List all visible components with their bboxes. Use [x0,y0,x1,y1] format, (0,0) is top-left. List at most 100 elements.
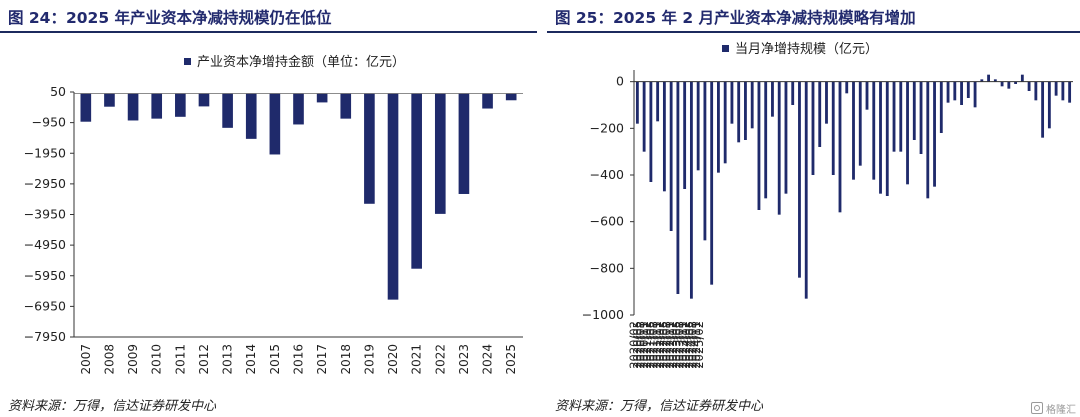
bar [434,93,446,214]
x-tick-label: 2025 [504,344,518,375]
x-tick-label: 2022/08 [660,321,674,369]
x-tick-label: 2018 [339,344,353,375]
bar [872,81,876,180]
y-tick-label: −400 [590,167,624,182]
x-tick-label: 2022 [433,344,447,375]
y-tick-label: −600 [590,214,624,229]
watermark-logo-icon [1031,402,1043,414]
bar [642,81,646,152]
x-tick-label: 2023/08 [673,321,687,369]
bar [777,81,781,215]
bar [993,79,997,82]
x-tick-label: 2020/05 [630,321,644,369]
bar [757,81,761,211]
y-tick-label: −800 [590,260,624,275]
left-bar-chart: 产业资本净增持金额（单位：亿元） 50 −950 −1950 −2950 −3950 −49… [24,54,523,375]
bar [104,93,115,107]
right-bar-chart: 当月净增持规模（亿元） 0 −200 −400 −600 −800 −10002020/02… [582,42,1073,369]
bar [939,81,943,133]
bar [838,81,842,213]
x-tick-label: 2024/11 [689,321,703,369]
bar [1020,74,1024,82]
bar [899,81,903,152]
bar [1034,81,1038,101]
x-tick-label: 2022/05 [656,321,670,369]
left-chart-title: 图 24：2025 年产业资本净减持规模仍在低位 [8,9,332,27]
bar [222,93,233,128]
bar [784,81,788,194]
bar [906,81,909,185]
bar [676,81,680,295]
bar [885,81,889,196]
x-tick-label: 2017 [315,344,329,375]
bar [804,81,808,299]
x-tick-label: 2013 [221,344,235,375]
bar [960,81,963,105]
bar [852,81,855,180]
bar [482,93,493,109]
x-tick-label: 2021/02 [640,321,654,369]
x-tick-label: 2012 [197,344,211,375]
bar [926,81,930,199]
bar [293,93,304,125]
x-tick-label: 2021/05 [643,321,657,369]
title-divider [0,31,537,33]
bar [858,81,862,166]
bar [505,93,517,101]
x-tick-label: 2009 [126,344,140,375]
y-tick-label: −6950 [24,298,66,313]
title-divider [547,31,1080,33]
watermark: 格隆汇 [1031,401,1076,416]
x-tick-label: 2023/02 [666,321,680,369]
x-tick-label: 2023/05 [669,321,683,369]
bar [245,93,257,139]
bar [269,93,281,155]
bar [980,79,984,82]
bar [127,93,139,121]
x-tick-label: 2020/08 [634,321,648,369]
legend-label: 产业资本净增持金额（单位：亿元） [197,54,405,70]
bar [811,81,815,175]
watermark-text: 格隆汇 [1046,404,1076,416]
bar [771,81,774,117]
bar [825,81,828,124]
legend-swatch [184,58,191,65]
bar [387,93,399,300]
bar [411,93,422,269]
x-tick-label: 2020 [386,344,400,375]
y-tick-label: −5950 [24,268,66,283]
y-tick-label: −4950 [24,237,66,252]
bar [987,74,990,82]
bar [717,81,720,173]
x-tick-label: 2025/02 [692,321,706,369]
legend-swatch [722,45,729,52]
bar [1061,81,1065,101]
y-tick-label: −3950 [24,207,66,222]
y-tick-label: −200 [590,120,624,135]
x-tick-label: 2008 [102,344,116,375]
right-chart-panel: 图 25：2025 年 2 月产业资本净减持规模略有增加 当月净增持规模（亿元）… [547,0,1080,417]
bar [953,81,957,101]
x-tick-label: 2020/11 [637,321,651,369]
right-chart-source: 资料来源：万得，信达证券研发中心 [555,399,764,414]
bar [710,81,714,285]
x-tick-label: 2023 [457,344,471,375]
y-tick-label: −7950 [24,329,66,344]
bar [669,81,673,232]
bar [946,81,950,103]
x-tick-label: 2024 [481,344,495,375]
bar [933,81,936,187]
left-chart-panel: 图 24：2025 年产业资本净减持规模仍在低位 产业资本净增持金额（单位：亿元… [0,0,537,417]
bar [723,81,727,164]
bar [1027,81,1031,91]
bar [662,81,666,192]
y-tick-label: −1950 [24,145,66,160]
x-tick-label: 2021/11 [650,321,664,369]
bar [1041,81,1045,138]
x-tick-label: 2024/02 [679,321,693,369]
bar [966,81,970,98]
bar [458,93,470,194]
bar [737,81,741,143]
x-tick-label: 2014 [244,344,258,375]
y-tick-label: 0 [616,74,624,89]
